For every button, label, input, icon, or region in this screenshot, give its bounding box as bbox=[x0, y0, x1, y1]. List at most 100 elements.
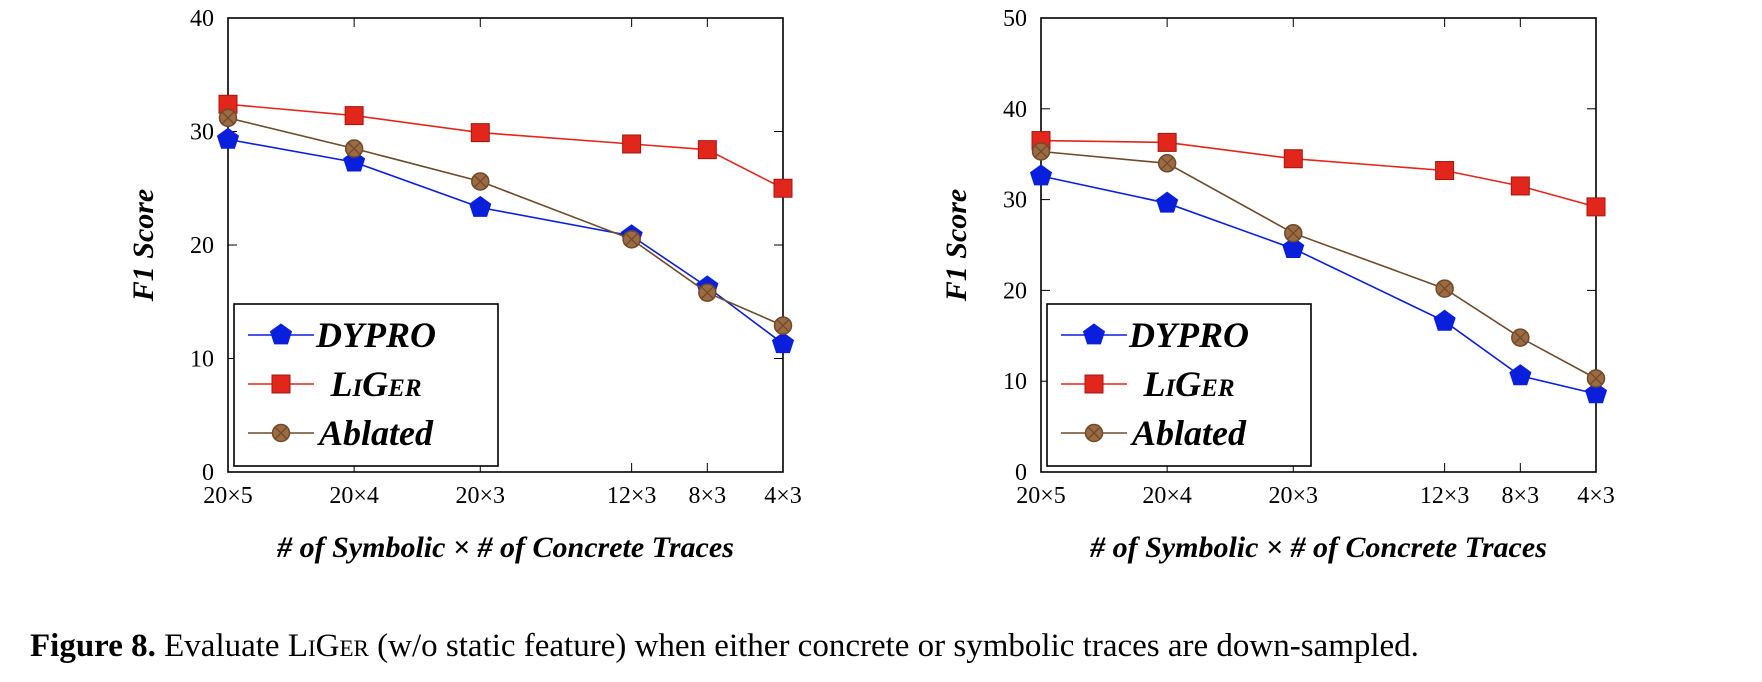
legend-label-ablated: Ablated bbox=[317, 413, 434, 453]
data-point-liger bbox=[1283, 149, 1303, 169]
y-tick-label: 20 bbox=[190, 233, 214, 259]
legend-marker-ablated bbox=[271, 423, 291, 443]
legend-marker-ablated bbox=[1084, 423, 1104, 443]
data-point-liger bbox=[470, 123, 490, 143]
data-point-ablated-cross-b bbox=[473, 174, 487, 188]
data-point-ablated bbox=[1284, 223, 1303, 243]
data-point-ablated-cross-b bbox=[1034, 145, 1048, 158]
data-point-ablated-cross-b bbox=[221, 111, 235, 125]
legend-label-dypro: DYPRO bbox=[315, 315, 436, 355]
data-point-liger bbox=[622, 134, 642, 154]
data-point-dypro bbox=[1282, 236, 1305, 258]
series-line-liger bbox=[1040, 139, 1597, 208]
series-line-liger bbox=[227, 103, 784, 190]
y-tick-label: 10 bbox=[1003, 369, 1027, 395]
data-point-liger bbox=[1435, 161, 1455, 181]
data-point-liger bbox=[1586, 197, 1606, 217]
data-point-dypro bbox=[1509, 364, 1532, 386]
legend-label-dypro: DYPRO bbox=[1128, 315, 1249, 355]
data-point-dypro bbox=[469, 195, 492, 217]
y-tick-label: 40 bbox=[190, 6, 214, 32]
data-point-dypro bbox=[1584, 382, 1608, 404]
data-point-ablated-cross-b bbox=[1438, 282, 1452, 296]
y-tick-label: 30 bbox=[190, 120, 214, 146]
caption-label: Figure 8. bbox=[30, 628, 156, 664]
data-point-ablated bbox=[344, 139, 364, 158]
x-tick-label: 20×4 bbox=[329, 483, 379, 509]
x-tick-label: 4×3 bbox=[1577, 483, 1615, 509]
chart-legend: DYPRO LiGer Ablated bbox=[1046, 303, 1312, 467]
data-point-ablated-cross-b bbox=[1286, 226, 1300, 240]
data-point-ablated bbox=[1157, 154, 1177, 173]
legend-marker-dypro bbox=[1082, 323, 1106, 345]
caption-name: LiGer bbox=[287, 628, 369, 664]
figure-caption: Figure 8. Evaluate LiGer (w/o static fea… bbox=[30, 628, 1760, 665]
series-line-ablated bbox=[227, 117, 784, 327]
data-point-liger bbox=[697, 140, 717, 160]
data-point-dypro bbox=[1156, 191, 1179, 213]
x-axis-title: # of Symbolic × # of Concrete Traces bbox=[1089, 531, 1547, 564]
legend-marker-dypro bbox=[269, 323, 293, 345]
legend-marker-liger bbox=[271, 374, 291, 394]
data-point-dypro bbox=[216, 127, 240, 149]
legend-marker-ablated-cross-b bbox=[1087, 426, 1101, 440]
data-point-liger bbox=[1510, 176, 1530, 196]
caption-pre: Evaluate bbox=[155, 628, 288, 664]
x-tick-label: 20×3 bbox=[1268, 483, 1318, 509]
y-tick-label: 0 bbox=[202, 460, 214, 486]
data-point-ablated bbox=[622, 230, 641, 249]
y-tick-label: 20 bbox=[1003, 278, 1027, 304]
data-point-ablated bbox=[471, 172, 490, 191]
series-line-ablated bbox=[1040, 150, 1597, 380]
y-axis-title: F1 Score bbox=[127, 189, 160, 303]
data-point-ablated bbox=[1435, 279, 1454, 298]
x-tick-label: 4×3 bbox=[764, 483, 802, 509]
legend-marker-ablated-cross-b bbox=[274, 426, 288, 440]
data-point-ablated bbox=[698, 283, 717, 302]
data-point-liger bbox=[344, 106, 364, 126]
chart-legend: DYPRO LiGer Ablated bbox=[233, 303, 499, 467]
data-point-ablated-cross-b bbox=[1160, 156, 1174, 170]
data-point-liger bbox=[773, 178, 793, 198]
data-point-ablated bbox=[1511, 328, 1530, 347]
chart-panel-2: 0 10 20 30 40 50 20×5 20×4 20×3 12×3 8×3 4×3 F1 Scor… bbox=[940, 6, 1615, 564]
y-axis-title: F1 Score bbox=[940, 189, 973, 303]
x-tick-label: 12×3 bbox=[607, 483, 657, 509]
y-tick-label: 30 bbox=[1003, 188, 1027, 214]
chart-panel-1: 0 10 20 30 40 20×5 20×4 20×3 12×3 8×3 4×3 F1 Score #… bbox=[127, 6, 802, 564]
plot-frame bbox=[1040, 17, 1597, 473]
x-tick-label: 20×5 bbox=[1016, 483, 1066, 509]
series-line-dypro bbox=[227, 138, 784, 345]
data-point-ablated-cross-b bbox=[700, 286, 714, 300]
data-point-ablated bbox=[218, 108, 238, 128]
legend-label-liger: LiGer bbox=[329, 364, 421, 404]
y-tick-label: 40 bbox=[1003, 97, 1027, 123]
x-tick-label: 20×4 bbox=[1142, 483, 1192, 509]
legend-label-liger: LiGer bbox=[1142, 364, 1234, 404]
y-tick-label: 50 bbox=[1003, 6, 1027, 32]
legend-marker-liger bbox=[1084, 374, 1104, 394]
data-point-ablated bbox=[773, 316, 793, 335]
data-point-dypro bbox=[771, 332, 795, 354]
x-tick-label: 20×3 bbox=[455, 483, 505, 509]
data-point-dypro bbox=[1029, 164, 1053, 186]
x-tick-label: 8×3 bbox=[1502, 483, 1540, 509]
data-point-dypro bbox=[1433, 309, 1456, 331]
data-point-ablated-cross-b bbox=[347, 142, 361, 155]
data-point-ablated-cross-b bbox=[776, 319, 790, 333]
legend-label-ablated: Ablated bbox=[1130, 413, 1247, 453]
y-tick-label: 0 bbox=[1015, 460, 1027, 486]
x-axis-title: # of Symbolic × # of Concrete Traces bbox=[276, 531, 734, 564]
data-point-ablated-cross-b bbox=[1589, 372, 1603, 385]
x-tick-label: 12×3 bbox=[1420, 483, 1470, 509]
x-tick-label: 8×3 bbox=[689, 483, 727, 509]
series-line-dypro bbox=[1040, 175, 1597, 395]
data-point-ablated bbox=[1586, 369, 1606, 388]
data-point-ablated-cross-b bbox=[625, 232, 639, 246]
y-tick-label: 10 bbox=[190, 347, 214, 373]
data-point-ablated bbox=[1031, 142, 1051, 161]
data-point-liger bbox=[1157, 132, 1177, 152]
x-tick-label: 20×5 bbox=[203, 483, 253, 509]
data-point-ablated-cross-b bbox=[1513, 331, 1527, 345]
